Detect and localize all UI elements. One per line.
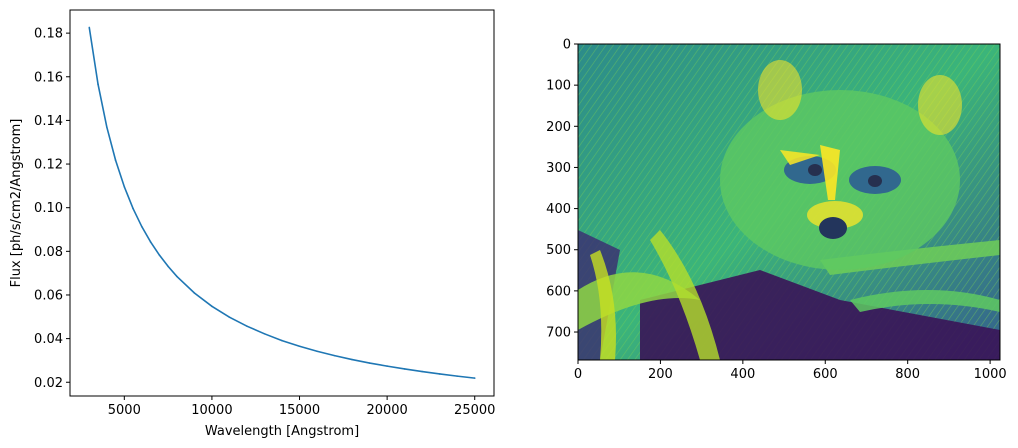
image-x-tick-label: 800 <box>895 367 920 382</box>
y-tick-label: 0.12 <box>34 158 63 173</box>
flux-data-point <box>88 26 91 29</box>
x-tick-label: 5000 <box>108 403 141 418</box>
flux-data-point <box>386 365 388 367</box>
x-tick-label: 25000 <box>454 403 495 418</box>
image-y-tick-label: 500 <box>546 243 571 258</box>
x-axis-label: Wavelength [Angstrom] <box>205 424 359 439</box>
image-x-ticks: 0 200 400 600 800 1000 <box>574 360 1007 382</box>
image-y-ticks: 0 100 200 300 400 500 600 700 <box>546 38 578 341</box>
flux-data-point <box>263 333 266 335</box>
x-tick-label: 10000 <box>191 403 232 418</box>
y-tick-label: 0.10 <box>34 201 63 216</box>
flux-data-point <box>351 358 353 361</box>
y-axis-label: Flux [ph/s/cm2/Angstrom] <box>9 119 24 288</box>
image-y-tick-label: 400 <box>546 202 571 217</box>
flux-data-point <box>403 368 406 370</box>
raccoon-right-eye <box>868 175 882 187</box>
image-y-tick-label: 0 <box>563 38 571 53</box>
flux-data-point <box>228 316 231 319</box>
line-chart-x-ticks: 5000 10000 15000 20000 25000 <box>108 396 495 418</box>
raccoon-image <box>578 44 1000 360</box>
x-tick-label: 15000 <box>279 403 320 418</box>
line-chart-y-ticks: 0.02 0.04 0.06 0.08 0.10 0.12 0.14 0.16 0.18 <box>34 27 70 391</box>
flux-data-point <box>438 373 441 375</box>
flux-data-point <box>473 377 476 379</box>
image-y-tick-label: 700 <box>546 326 571 341</box>
flux-data-point <box>132 207 134 210</box>
flux-data-point <box>316 350 318 353</box>
image-y-tick-label: 300 <box>546 161 571 176</box>
flux-data-point <box>246 325 248 327</box>
flux-data-point <box>149 241 152 243</box>
raccoon-right-ear <box>918 75 962 135</box>
image-x-tick-label: 1000 <box>974 367 1007 382</box>
raccoon-nose <box>819 217 847 239</box>
flux-data-point <box>114 159 117 161</box>
flux-series-points <box>88 26 476 379</box>
image-x-tick-label: 0 <box>574 367 582 382</box>
image-y-tick-label: 600 <box>546 284 571 299</box>
y-tick-label: 0.08 <box>34 245 63 260</box>
flux-data-point <box>333 354 336 357</box>
raccoon-head <box>720 90 960 270</box>
raccoon-snout <box>807 201 863 229</box>
flux-data-point <box>211 305 213 308</box>
flux-series-line <box>88 27 475 379</box>
line-chart-plot-area <box>70 10 494 396</box>
y-tick-label: 0.02 <box>34 376 63 391</box>
line-chart-frame <box>69 9 495 397</box>
flux-data-point <box>281 339 283 342</box>
flux-data-point <box>456 375 459 377</box>
image-frame <box>577 43 1001 361</box>
flux-data-point <box>193 292 196 294</box>
flux-data-point <box>97 83 99 85</box>
dark-shadow-region <box>640 270 1000 360</box>
x-tick-label: 20000 <box>366 403 407 418</box>
y-tick-label: 0.06 <box>34 288 63 303</box>
y-tick-label: 0.04 <box>34 332 63 347</box>
image-y-tick-label: 100 <box>546 79 571 94</box>
raccoon-brow-stripe <box>820 145 840 200</box>
image-y-tick-label: 200 <box>546 120 571 135</box>
y-tick-label: 0.16 <box>34 70 63 85</box>
palm-leaf <box>590 250 616 360</box>
flux-data-point <box>176 275 178 278</box>
raccoon-brow-stripe <box>780 150 820 165</box>
image-x-tick-label: 600 <box>813 367 838 382</box>
image-heatmap: 0 200 400 600 800 1000 0 100 200 300 400 500 600 700 <box>546 38 1006 383</box>
flux-data-point <box>105 126 108 128</box>
flux-data-point <box>298 345 301 348</box>
flux-data-point <box>421 370 423 373</box>
image-x-tick-label: 200 <box>648 367 673 382</box>
flux-data-point <box>167 265 169 268</box>
flux-data-point <box>158 254 161 256</box>
palm-leaf <box>650 230 720 360</box>
y-tick-label: 0.14 <box>34 114 63 129</box>
image-x-tick-label: 400 <box>730 367 755 382</box>
y-tick-label: 0.18 <box>34 27 63 42</box>
flux-data-point <box>368 362 371 364</box>
palm-leaf <box>850 290 1000 312</box>
line-chart: 5000 10000 15000 20000 25000 0.020.040.060.0… <box>9 9 495 439</box>
flux-data-point <box>123 185 126 188</box>
raccoon-left-ear <box>758 60 802 120</box>
flux-data-point <box>141 225 143 228</box>
raccoon-left-eye <box>808 164 822 176</box>
